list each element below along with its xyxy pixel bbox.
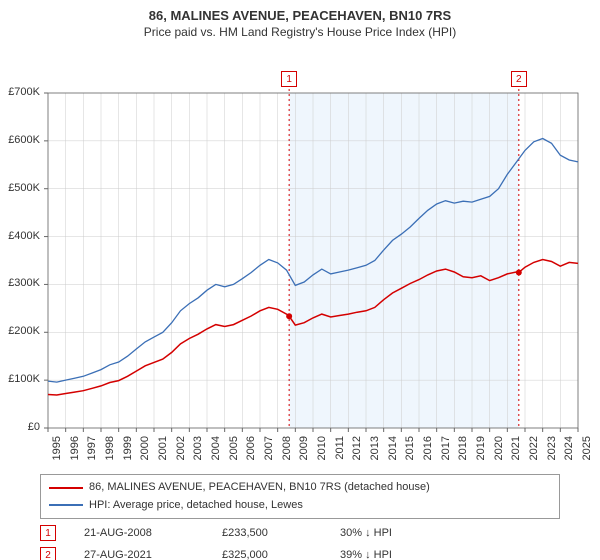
x-axis-tick-label: 2024 — [563, 436, 575, 476]
sale-marker-chip: 2 — [511, 71, 527, 87]
legend-label: HPI: Average price, detached house, Lewe… — [89, 497, 303, 515]
legend: 86, MALINES AVENUE, PEACEHAVEN, BN10 7RS… — [40, 474, 560, 519]
x-axis-tick-label: 1999 — [122, 436, 134, 476]
x-axis-tick-label: 2013 — [369, 436, 381, 476]
legend-label: 86, MALINES AVENUE, PEACEHAVEN, BN10 7RS… — [89, 479, 430, 497]
sale-record-row: 1 21-AUG-2008 £233,500 30% ↓ HPI — [40, 525, 560, 541]
sale-date: 21-AUG-2008 — [84, 527, 194, 539]
x-axis-tick-label: 1998 — [104, 436, 116, 476]
sale-record-row: 2 27-AUG-2021 £325,000 39% ↓ HPI — [40, 547, 560, 560]
x-axis-tick-label: 2018 — [457, 436, 469, 476]
chart-subtitle: Price paid vs. HM Land Registry's House … — [0, 23, 600, 43]
x-axis-tick-label: 2003 — [192, 436, 204, 476]
sale-hpi-delta: 30% ↓ HPI — [340, 527, 392, 539]
sale-marker-chip: 1 — [281, 71, 297, 87]
y-axis-tick-label: £400K — [0, 230, 40, 242]
x-axis-tick-label: 2002 — [175, 436, 187, 476]
x-axis-tick-label: 2009 — [298, 436, 310, 476]
x-axis-tick-label: 2020 — [493, 436, 505, 476]
x-axis-tick-label: 2015 — [404, 436, 416, 476]
x-axis-tick-label: 2014 — [387, 436, 399, 476]
legend-swatch — [49, 504, 83, 506]
sale-price: £325,000 — [222, 549, 312, 560]
x-axis-tick-label: 2012 — [351, 436, 363, 476]
x-axis-tick-label: 2019 — [475, 436, 487, 476]
x-axis-tick-label: 2000 — [139, 436, 151, 476]
x-axis-tick-label: 2006 — [245, 436, 257, 476]
x-axis-tick-label: 2005 — [228, 436, 240, 476]
sale-marker-chip: 1 — [40, 525, 56, 541]
legend-item: HPI: Average price, detached house, Lewe… — [49, 497, 551, 515]
legend-swatch — [49, 487, 83, 489]
y-axis-tick-label: £0 — [0, 421, 40, 433]
x-axis-tick-label: 2007 — [263, 436, 275, 476]
x-axis-tick-label: 2001 — [157, 436, 169, 476]
sale-date: 27-AUG-2021 — [84, 549, 194, 560]
x-axis-tick-label: 2022 — [528, 436, 540, 476]
y-axis-tick-label: £300K — [0, 277, 40, 289]
chart-title: 86, MALINES AVENUE, PEACEHAVEN, BN10 7RS — [0, 0, 600, 23]
legend-item: 86, MALINES AVENUE, PEACEHAVEN, BN10 7RS… — [49, 479, 551, 497]
x-axis-tick-label: 2023 — [546, 436, 558, 476]
x-axis-tick-label: 2008 — [281, 436, 293, 476]
x-axis-tick-label: 1996 — [69, 436, 81, 476]
sale-price: £233,500 — [222, 527, 312, 539]
x-axis-tick-label: 2017 — [440, 436, 452, 476]
y-axis-tick-label: £100K — [0, 373, 40, 385]
x-axis-tick-label: 2016 — [422, 436, 434, 476]
sale-marker-chip: 2 — [40, 547, 56, 560]
y-axis-tick-label: £500K — [0, 182, 40, 194]
y-axis-tick-label: £600K — [0, 134, 40, 146]
x-axis-tick-label: 1995 — [51, 436, 63, 476]
x-axis-tick-label: 2021 — [510, 436, 522, 476]
sale-hpi-delta: 39% ↓ HPI — [340, 549, 392, 560]
x-axis-tick-label: 1997 — [86, 436, 98, 476]
chart-container: £0£100K£200K£300K£400K£500K£600K£700K 19… — [0, 43, 600, 468]
line-chart — [0, 43, 600, 468]
y-axis-tick-label: £700K — [0, 86, 40, 98]
x-axis-tick-label: 2004 — [210, 436, 222, 476]
x-axis-tick-label: 2010 — [316, 436, 328, 476]
x-axis-tick-label: 2025 — [581, 436, 593, 476]
x-axis-tick-label: 2011 — [334, 436, 346, 476]
y-axis-tick-label: £200K — [0, 325, 40, 337]
